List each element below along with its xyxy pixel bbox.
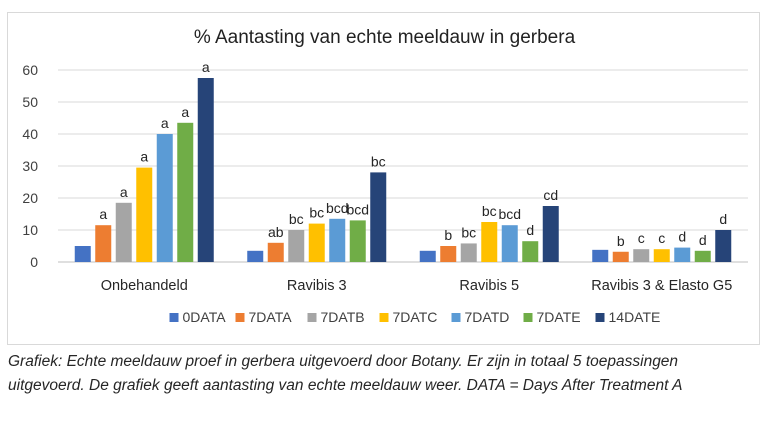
bar: [481, 222, 498, 262]
data-label: a: [140, 149, 148, 165]
bar: [288, 230, 305, 262]
data-label: bcd: [498, 206, 521, 222]
y-tick-label: 10: [22, 222, 38, 238]
bar: [95, 225, 112, 262]
data-label: cd: [543, 187, 558, 203]
data-label: d: [719, 211, 727, 227]
bar: [156, 134, 173, 262]
bar: [522, 241, 539, 262]
bar: [694, 250, 711, 262]
bar: [674, 247, 691, 262]
legend-label: 7DATC: [393, 309, 438, 325]
bar: [115, 202, 132, 262]
data-label: a: [120, 184, 128, 200]
legend-label: 7DATD: [465, 309, 510, 325]
y-tick-label: 40: [22, 126, 38, 142]
legend-label: 14DATE: [609, 309, 661, 325]
y-tick-label: 30: [22, 158, 38, 174]
legend-label: 0DATA: [183, 309, 227, 325]
x-tick-label: Onbehandeld: [101, 278, 188, 294]
chart-frame: % Aantasting van echte meeldauw in gerbe…: [7, 12, 760, 345]
bar: [612, 251, 629, 262]
legend-swatch: [169, 313, 179, 322]
bar: [653, 249, 670, 262]
bar: [197, 78, 214, 262]
y-tick-label: 50: [22, 94, 38, 110]
bar: [329, 218, 346, 262]
bar: [177, 122, 194, 262]
bar: [542, 206, 559, 262]
legend-swatch: [379, 313, 389, 322]
x-tick-label: Ravibis 3: [287, 278, 347, 294]
data-label: a: [99, 206, 107, 222]
data-label: bcd: [326, 200, 349, 216]
chart-caption: Grafiek: Echte meeldauw proef in gerbera…: [8, 353, 683, 394]
bar: [592, 249, 609, 262]
bar: [370, 172, 387, 262]
data-label: a: [181, 104, 189, 120]
bar: [267, 242, 284, 262]
bar: [633, 249, 650, 262]
data-label: bcd: [346, 201, 369, 217]
data-label: ab: [268, 224, 284, 240]
legend-label: 7DATE: [537, 309, 581, 325]
data-label: bc: [371, 153, 386, 169]
data-label: d: [699, 232, 707, 248]
data-label: b: [444, 227, 452, 243]
data-label: c: [638, 230, 645, 246]
legend-swatch: [235, 313, 245, 322]
data-label: bc: [309, 205, 324, 221]
data-label: bc: [461, 224, 476, 240]
x-tick-label: Ravibis 5: [459, 278, 519, 294]
legend-swatch: [307, 313, 317, 322]
bar: [460, 243, 477, 262]
y-tick-label: 0: [30, 254, 38, 270]
bar: [440, 246, 457, 262]
bar: [74, 246, 91, 262]
y-tick-label: 20: [22, 190, 38, 206]
x-tick-label: Ravibis 3 & Elasto G5: [591, 278, 732, 294]
bar: [136, 167, 153, 262]
bar: [247, 250, 264, 262]
chart-title: % Aantasting van echte meeldauw in gerbe…: [193, 27, 576, 48]
legend-label: 7DATA: [249, 309, 293, 325]
data-label: c: [658, 230, 665, 246]
data-label: bc: [289, 211, 304, 227]
legend-swatch: [595, 313, 605, 322]
data-label: d: [678, 229, 686, 245]
bar: [308, 223, 325, 262]
bar: [501, 225, 518, 262]
legend-label: 7DATB: [321, 309, 365, 325]
bar: [349, 220, 366, 262]
data-label: b: [617, 233, 625, 249]
data-label: a: [161, 115, 169, 131]
data-label: a: [202, 59, 210, 75]
legend-swatch: [523, 313, 533, 322]
data-label: d: [526, 222, 534, 238]
bar: [715, 230, 732, 262]
bar: [419, 250, 436, 262]
legend-swatch: [451, 313, 461, 322]
y-tick-label: 60: [22, 62, 38, 78]
data-label: bc: [482, 203, 497, 219]
